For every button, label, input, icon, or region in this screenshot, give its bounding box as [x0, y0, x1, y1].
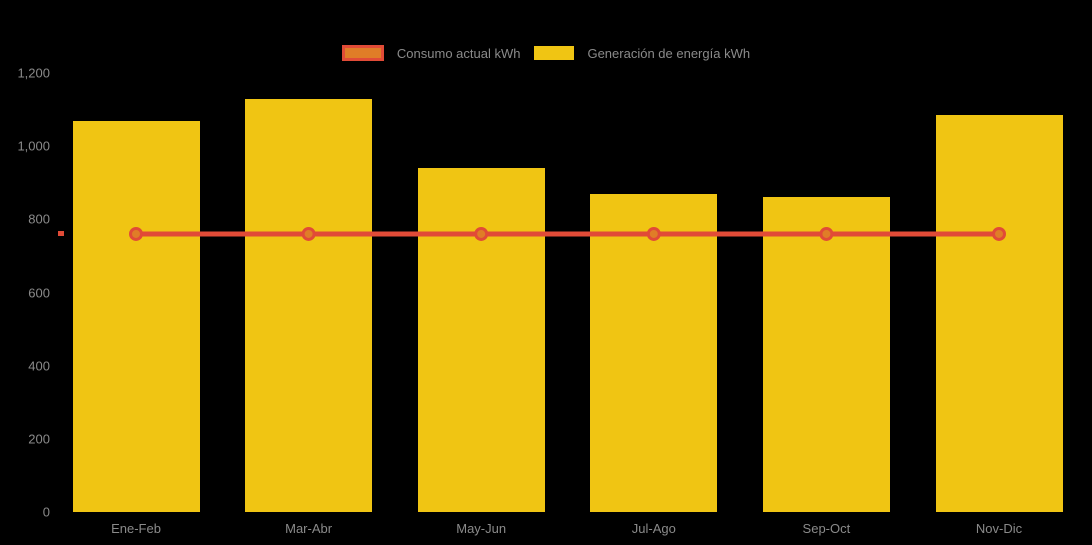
y-axis-tick-label: 600 — [28, 285, 50, 300]
y-axis-tick-label: 0 — [42, 504, 50, 520]
line-axis-tick — [58, 231, 64, 237]
consumption-marker-3[interactable] — [474, 226, 489, 241]
generacion-bar-swatch-icon — [534, 46, 575, 60]
x-axis-label: Mar-Abr — [285, 521, 333, 536]
generation-bar-3[interactable] — [417, 168, 545, 512]
x-axis-label: Nov-Dic — [975, 521, 1023, 536]
generation-bar-6[interactable] — [935, 115, 1063, 512]
y-axis-tick-label: 1,000 — [17, 138, 50, 154]
x-axis-label: May-Jun — [456, 521, 507, 536]
y-axis-tick-label: 200 — [28, 431, 50, 447]
x-axis-label: Sep-Oct — [802, 521, 851, 536]
consumption-marker-2[interactable] — [301, 226, 316, 241]
generation-bar-2[interactable] — [245, 98, 373, 512]
chart-legend: Consumo actual kWh Generación de energía… — [0, 45, 1092, 61]
generation-bar-4[interactable] — [590, 193, 718, 512]
y-axis-tick-label: 800 — [28, 211, 50, 227]
legend-item-consumo-actual[interactable]: Consumo actual kWh — [341, 45, 521, 61]
legend-label-generacion: Generación de energía kWh — [587, 45, 751, 61]
consumption-marker-5[interactable] — [819, 226, 834, 241]
y-axis-tick-label: 1,200 — [17, 65, 50, 81]
x-axis-label: Jul-Ago — [631, 521, 676, 536]
generation-bar-5[interactable] — [762, 197, 890, 512]
legend-item-generacion[interactable]: Generación de energía kWh — [534, 46, 750, 61]
consumption-marker-1[interactable] — [129, 226, 143, 241]
generation-bar-1[interactable] — [72, 120, 200, 512]
consumption-marker-6[interactable] — [992, 226, 1006, 241]
consumption-marker-4[interactable] — [646, 226, 661, 241]
x-axis-label: Ene-Feb — [111, 521, 161, 536]
y-axis-tick-label: 400 — [28, 358, 50, 374]
consumo-line-swatch-icon — [341, 45, 384, 61]
legend-label-consumo: Consumo actual kWh — [396, 45, 521, 61]
